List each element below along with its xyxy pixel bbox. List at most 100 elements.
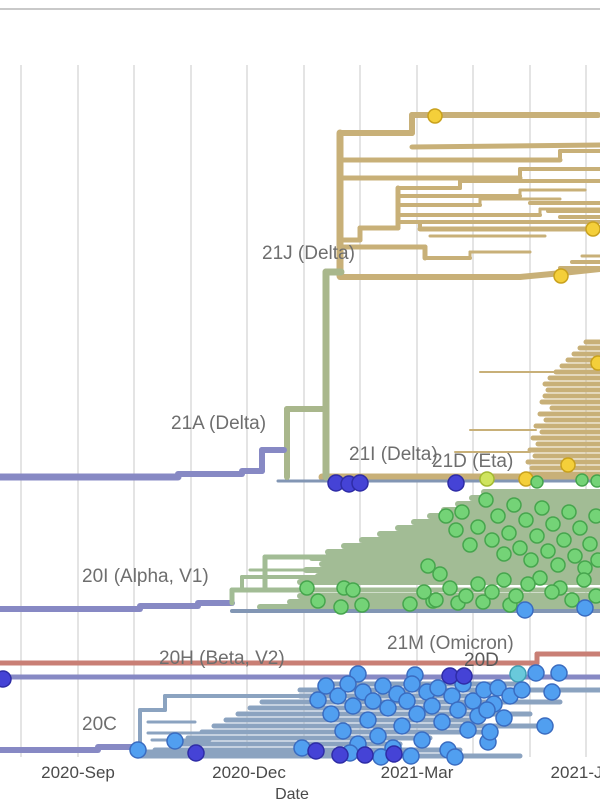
tree-tip-indigo[interactable]	[447, 474, 465, 492]
clade-label-21a-delta[interactable]: 21A (Delta)	[171, 413, 267, 434]
clade-label-21d-eta[interactable]: 21D (Eta)	[432, 451, 514, 472]
tree-tip-blue[interactable]	[413, 731, 431, 749]
tree-tip-blue[interactable]	[408, 705, 426, 723]
tree-tip-green[interactable]	[458, 588, 474, 604]
clade-label-20d[interactable]: 20D	[464, 650, 499, 671]
tree-tip-blue[interactable]	[423, 697, 441, 715]
tree-tip-indigo[interactable]	[331, 746, 349, 764]
tree-tip-indigo[interactable]	[351, 474, 369, 492]
tree-tip-green[interactable]	[540, 543, 556, 559]
tree-tip-indigo[interactable]	[455, 667, 473, 685]
clade-label-20c[interactable]: 20C	[82, 714, 117, 735]
tree-tip-blue[interactable]	[364, 692, 382, 710]
tree-tip-blue[interactable]	[339, 675, 357, 693]
tree-tip-yellow[interactable]	[553, 268, 569, 284]
tree-tip-blue[interactable]	[166, 732, 184, 750]
tree-tip-green[interactable]	[354, 597, 370, 613]
tree-tip-blue[interactable]	[550, 664, 568, 682]
tree-tip-blue[interactable]	[359, 711, 377, 729]
tree-tip-blue[interactable]	[527, 664, 545, 682]
tree-tip-green[interactable]	[545, 516, 561, 532]
tree-tip-green[interactable]	[501, 525, 517, 541]
tree-tip-yellow[interactable]	[560, 457, 576, 473]
tree-tip-green[interactable]	[310, 593, 326, 609]
tree-tip-blue[interactable]	[576, 599, 594, 617]
tree-tip-blue[interactable]	[446, 748, 464, 766]
tree-tip-yellow[interactable]	[590, 355, 600, 371]
tree-tip-green[interactable]	[567, 548, 583, 564]
tree-tip-green[interactable]	[550, 557, 566, 573]
tree-tip-blue[interactable]	[374, 677, 392, 695]
tree-tip-green[interactable]	[582, 536, 598, 552]
tree-tip-green[interactable]	[420, 558, 436, 574]
tree-tip-green[interactable]	[590, 474, 600, 488]
tree-tip-green[interactable]	[512, 540, 528, 556]
clade-label-20h-beta-v2[interactable]: 20H (Beta, V2)	[159, 648, 285, 669]
tree-tip-green[interactable]	[454, 504, 470, 520]
tree-tip-indigo[interactable]	[0, 670, 12, 688]
tree-tip-blue[interactable]	[516, 601, 534, 619]
tree-tip-green[interactable]	[572, 520, 588, 536]
tree-tip-green[interactable]	[520, 576, 536, 592]
tree-tip-green[interactable]	[484, 584, 500, 600]
clade-label-20i-alpha-v1[interactable]: 20I (Alpha, V1)	[82, 566, 209, 587]
tree-tip-green[interactable]	[523, 552, 539, 568]
tree-tip-green[interactable]	[588, 508, 600, 524]
tree-tip-green[interactable]	[470, 519, 486, 535]
clade-label-21i-delta[interactable]: 21I (Delta)	[349, 444, 438, 465]
tree-tip-blue[interactable]	[344, 697, 362, 715]
tree-tip-green[interactable]	[438, 508, 454, 524]
tree-tip-blue[interactable]	[481, 723, 499, 741]
tree-tip-green[interactable]	[590, 552, 600, 568]
tree-tip-green[interactable]	[556, 532, 572, 548]
tree-tip-green[interactable]	[428, 592, 444, 608]
tree-tip-green[interactable]	[561, 504, 577, 520]
tree-tip-blue[interactable]	[478, 701, 496, 719]
tree-tip-blue[interactable]	[393, 717, 411, 735]
tree-tip-blue[interactable]	[489, 679, 507, 697]
tree-tip-blue[interactable]	[322, 705, 340, 723]
clade-label-21j-delta[interactable]: 21J (Delta)	[262, 243, 355, 264]
tree-tip-blue[interactable]	[334, 722, 352, 740]
tree-tip-green[interactable]	[475, 594, 491, 610]
tree-tip-green[interactable]	[448, 522, 464, 538]
tree-tip-green[interactable]	[544, 584, 560, 600]
tree-tip-blue[interactable]	[433, 713, 451, 731]
tree-tip-blue[interactable]	[293, 739, 311, 757]
tree-tip-yellow[interactable]	[585, 221, 600, 237]
tree-tip-cyan[interactable]	[509, 665, 527, 683]
tree-tip-green[interactable]	[416, 584, 432, 600]
tree-tip-green[interactable]	[529, 528, 545, 544]
tree-tip-blue[interactable]	[449, 701, 467, 719]
tree-tip-blue[interactable]	[317, 677, 335, 695]
tree-tip-green[interactable]	[345, 582, 361, 598]
tree-tip-green[interactable]	[518, 512, 534, 528]
tree-tip-green[interactable]	[496, 572, 512, 588]
tree-tip-green[interactable]	[588, 588, 600, 604]
tree-tip-indigo[interactable]	[307, 742, 325, 760]
tree-tip-yellowgreen[interactable]	[479, 471, 495, 487]
tree-tip-green[interactable]	[490, 508, 506, 524]
tree-tip-blue[interactable]	[513, 681, 531, 699]
tree-branch-tan[interactable]	[409, 142, 600, 150]
tree-tip-blue[interactable]	[403, 675, 421, 693]
tree-tip-indigo[interactable]	[187, 744, 205, 762]
tree-tip-blue[interactable]	[402, 747, 420, 765]
tree-tip-blue[interactable]	[459, 721, 477, 739]
tree-tip-blue[interactable]	[543, 683, 561, 701]
tree-tip-green[interactable]	[462, 537, 478, 553]
tree-tip-green[interactable]	[402, 596, 418, 612]
tree-tip-blue[interactable]	[495, 709, 513, 727]
tree-tip-green[interactable]	[534, 500, 550, 516]
tree-tip-green[interactable]	[432, 566, 448, 582]
tree-tip-blue[interactable]	[429, 679, 447, 697]
clade-label-21m-omicron[interactable]: 21M (Omicron)	[387, 633, 514, 654]
tree-tip-blue[interactable]	[379, 699, 397, 717]
tree-tip-green[interactable]	[484, 532, 500, 548]
tree-tip-blue[interactable]	[309, 691, 327, 709]
tree-tip-green[interactable]	[508, 588, 524, 604]
tree-tip-green[interactable]	[496, 546, 512, 562]
tree-tip-green[interactable]	[576, 572, 592, 588]
tree-tip-green[interactable]	[564, 592, 580, 608]
tree-tip-green[interactable]	[470, 576, 486, 592]
